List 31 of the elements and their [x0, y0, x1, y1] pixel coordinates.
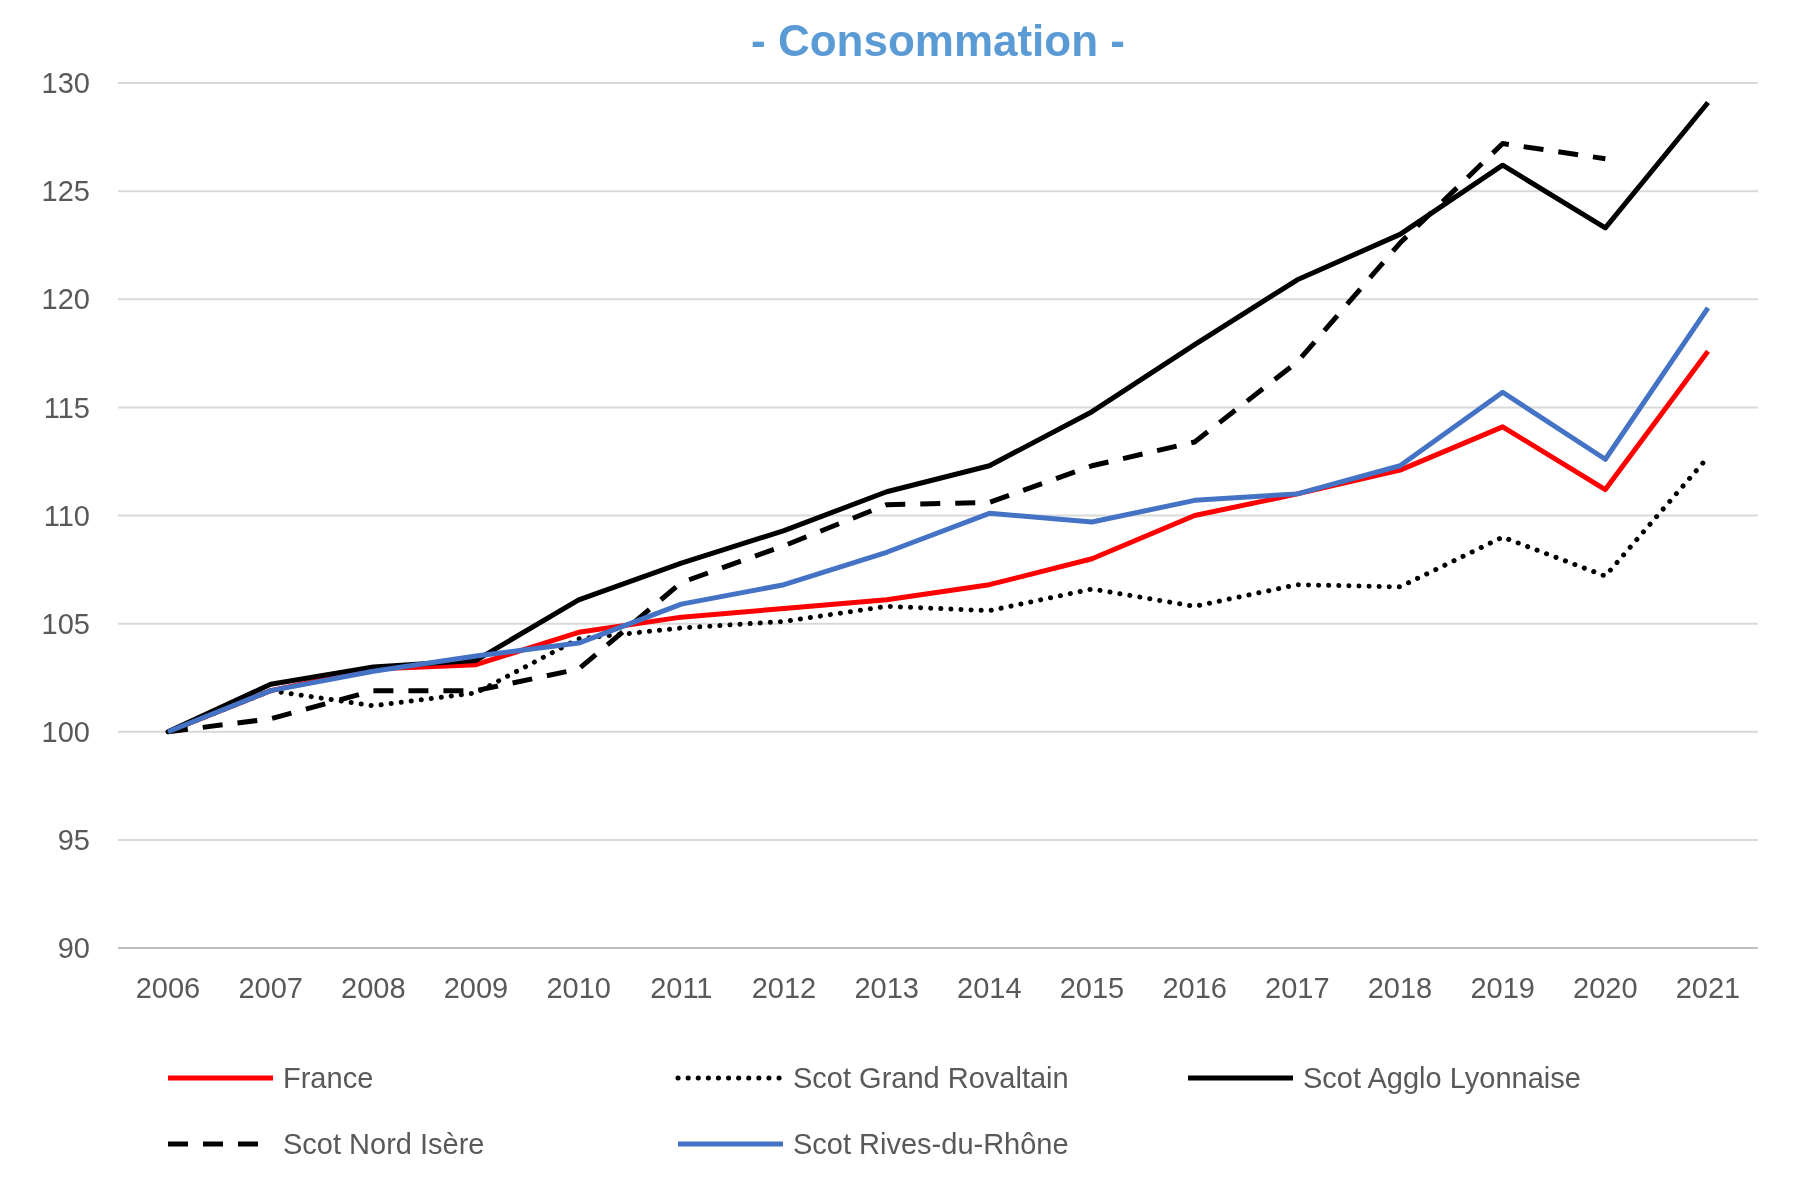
legend-label: Scot Rives-du-Rhône [793, 1128, 1069, 1161]
x-tick-label: 2021 [1675, 972, 1741, 1004]
x-tick-label: 2016 [1162, 972, 1227, 1004]
x-tick-label: 2009 [443, 972, 509, 1004]
x-tick-label: 2008 [341, 972, 406, 1004]
y-tick-label: 130 [41, 67, 90, 100]
x-tick-label: 2006 [135, 972, 201, 1004]
y-tick-label: 95 [57, 824, 90, 857]
x-tick-label: 2018 [1367, 972, 1433, 1004]
x-tick-label: 2015 [1059, 972, 1125, 1004]
legend-label: Scot Nord Isère [283, 1128, 485, 1161]
chart-title: - Consommation - [751, 16, 1125, 65]
y-tick-label: 115 [43, 391, 90, 424]
legend-label: France [283, 1062, 374, 1095]
y-tick-label: 90 [57, 932, 90, 965]
legend-label: Scot Grand Rovaltain [793, 1062, 1069, 1095]
y-tick-label: 125 [41, 175, 90, 208]
y-tick-label: 110 [43, 499, 90, 532]
y-tick-label: 120 [41, 283, 90, 316]
y-tick-label: 100 [41, 715, 90, 748]
x-tick-label: 2014 [957, 972, 1022, 1004]
x-tick-label: 2010 [546, 972, 611, 1004]
x-tick-label: 2007 [238, 972, 303, 1004]
x-tick-label: 2012 [751, 972, 817, 1004]
x-tick-label: 2017 [1265, 972, 1330, 1004]
legend-label: Scot Agglo Lyonnaise [1303, 1062, 1581, 1095]
x-tick-label: 2020 [1573, 972, 1638, 1004]
x-tick-label: 2013 [854, 972, 919, 1004]
x-tick-label: 2011 [650, 972, 713, 1004]
y-tick-label: 105 [41, 607, 90, 640]
x-tick-label: 2019 [1470, 972, 1535, 1004]
